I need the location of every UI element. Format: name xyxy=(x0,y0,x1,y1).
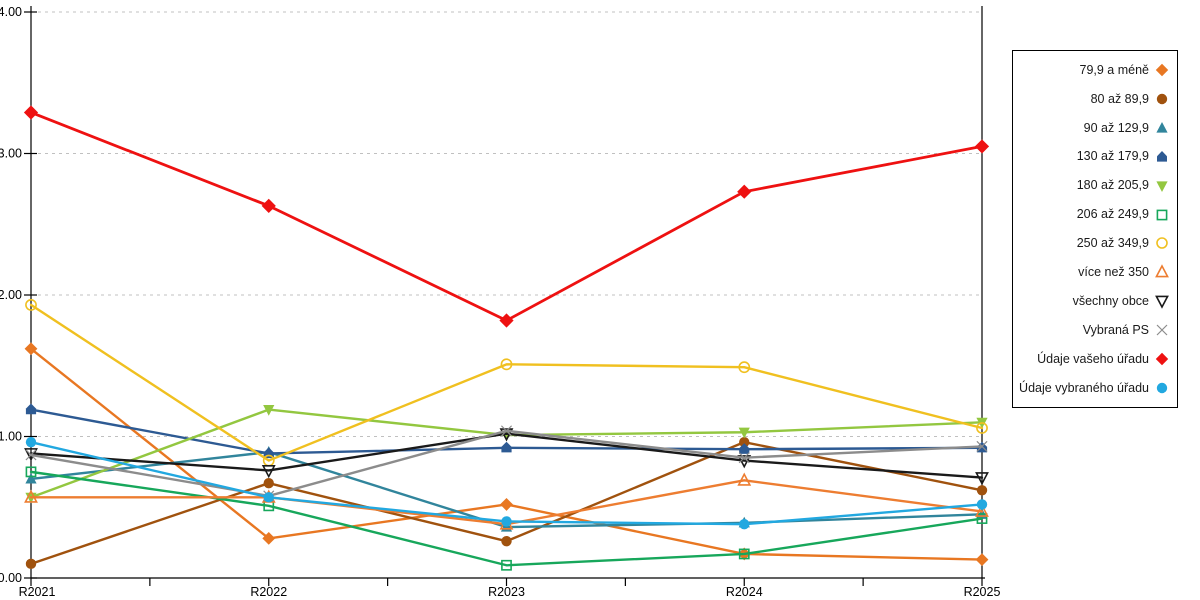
marker xyxy=(263,477,274,489)
x-legend-marker-icon xyxy=(1156,324,1168,336)
marker xyxy=(737,472,752,486)
marker xyxy=(738,361,751,374)
x-axis-label: R2023 xyxy=(488,585,525,599)
legend-item: 206 až 249,9 xyxy=(1017,207,1170,223)
x-axis-label: R2025 xyxy=(964,585,1001,599)
marker xyxy=(25,449,37,461)
legend-item-label: Údaje vašeho úřadu xyxy=(1037,351,1149,366)
legend-item-label: 180 až 205,9 xyxy=(1076,178,1149,193)
marker xyxy=(737,184,752,199)
series-line xyxy=(29,303,984,462)
marker xyxy=(25,558,37,570)
y-axis-label: 2.00 xyxy=(0,288,22,302)
legend-item: 90 až 129,9 xyxy=(1017,120,1170,136)
marker xyxy=(501,516,512,527)
marker xyxy=(25,403,37,415)
marker xyxy=(738,427,750,439)
legend-item: 180 až 205,9 xyxy=(1017,178,1170,194)
legend-item: 80 až 89,9 xyxy=(1017,91,1170,107)
marker xyxy=(974,139,990,154)
marker xyxy=(262,531,276,545)
legend-item: Vybraná PS xyxy=(1017,322,1170,338)
marker xyxy=(739,436,750,448)
square-open-legend-marker-icon xyxy=(1156,209,1168,220)
legend-item-label: 130 až 179,9 xyxy=(1076,149,1149,164)
legend: 79,9 a méně 80 až 89,9 90 až 129,9 130 až 1… xyxy=(1012,50,1178,408)
legend-item-label: více než 350 xyxy=(1078,265,1149,280)
legend-item: Údaje vybraného úřadu xyxy=(1017,380,1170,396)
triangle-down-open-legend-marker-icon xyxy=(1155,295,1169,309)
marker xyxy=(263,492,274,503)
marker xyxy=(501,536,512,547)
legend-item: Údaje vašeho úřadu xyxy=(1017,351,1170,367)
marker xyxy=(500,358,513,371)
legend-item: více než 350 xyxy=(1017,264,1170,280)
legend-item-label: 250 až 349,9 xyxy=(1076,236,1149,251)
marker xyxy=(975,472,989,486)
marker xyxy=(738,548,750,560)
triangle-legend-marker-icon xyxy=(1156,121,1168,133)
marker xyxy=(25,472,37,484)
marker xyxy=(25,436,37,448)
marker xyxy=(25,466,37,478)
marker xyxy=(976,440,988,452)
marker xyxy=(739,519,750,530)
legend-item-label: 79,9 a méně xyxy=(1079,62,1150,77)
marker xyxy=(976,499,988,510)
legend-item: 79,9 a méně xyxy=(1017,62,1170,78)
marker xyxy=(25,299,37,311)
marker xyxy=(261,465,276,479)
marker xyxy=(738,452,750,464)
y-axis-label: 4.00 xyxy=(0,5,22,19)
diamond-legend-marker-icon xyxy=(1155,63,1169,77)
circle-legend-marker-icon xyxy=(1156,93,1168,105)
legend-item: 250 až 349,9 xyxy=(1017,235,1170,251)
circle-open-legend-marker-icon xyxy=(1156,237,1168,250)
marker xyxy=(23,105,39,120)
marker xyxy=(976,513,988,524)
marker xyxy=(263,405,275,416)
legend-item-label: Vybraná PS xyxy=(1082,322,1149,337)
series-line xyxy=(29,432,984,479)
marker xyxy=(976,485,988,496)
marker xyxy=(499,313,514,328)
marker xyxy=(975,503,989,517)
marker xyxy=(501,559,512,571)
y-axis-label: 1.00 xyxy=(0,430,22,444)
y-axis-label: 3.00 xyxy=(0,147,22,161)
series-line xyxy=(29,111,984,322)
marker xyxy=(261,198,276,213)
legend-item-label: Údaje vybraného úřadu xyxy=(1019,380,1149,395)
marker xyxy=(500,498,513,511)
diamond-legend-marker-icon xyxy=(1155,352,1169,366)
y-axis-label: 0.00 xyxy=(0,571,22,585)
legend-item-label: 80 až 89,9 xyxy=(1090,91,1149,106)
legend-item: všechny obce xyxy=(1017,293,1170,309)
marker xyxy=(976,422,988,434)
legend-item-label: všechny obce xyxy=(1072,294,1149,308)
marker xyxy=(739,443,750,454)
marker xyxy=(975,553,989,567)
series-line xyxy=(29,440,984,526)
x-axis-label: R2022 xyxy=(250,585,287,599)
marker xyxy=(501,441,512,453)
marker xyxy=(500,425,513,437)
legend-item-label: 206 až 249,9 xyxy=(1076,207,1149,222)
marker xyxy=(24,489,38,503)
x-axis-label: R2024 xyxy=(726,585,763,599)
triangle-down-legend-marker-icon xyxy=(1156,181,1168,192)
circle-legend-marker-icon xyxy=(1156,382,1168,394)
triangle-open-legend-marker-icon xyxy=(1155,264,1169,278)
series-line xyxy=(29,470,984,567)
legend-item-label: 90 až 129,9 xyxy=(1083,120,1149,135)
marker xyxy=(24,342,38,356)
legend-item: 130 až 179,9 xyxy=(1017,149,1170,165)
pentagon-legend-marker-icon xyxy=(1157,150,1167,162)
x-axis-label: R2021 xyxy=(19,585,56,599)
